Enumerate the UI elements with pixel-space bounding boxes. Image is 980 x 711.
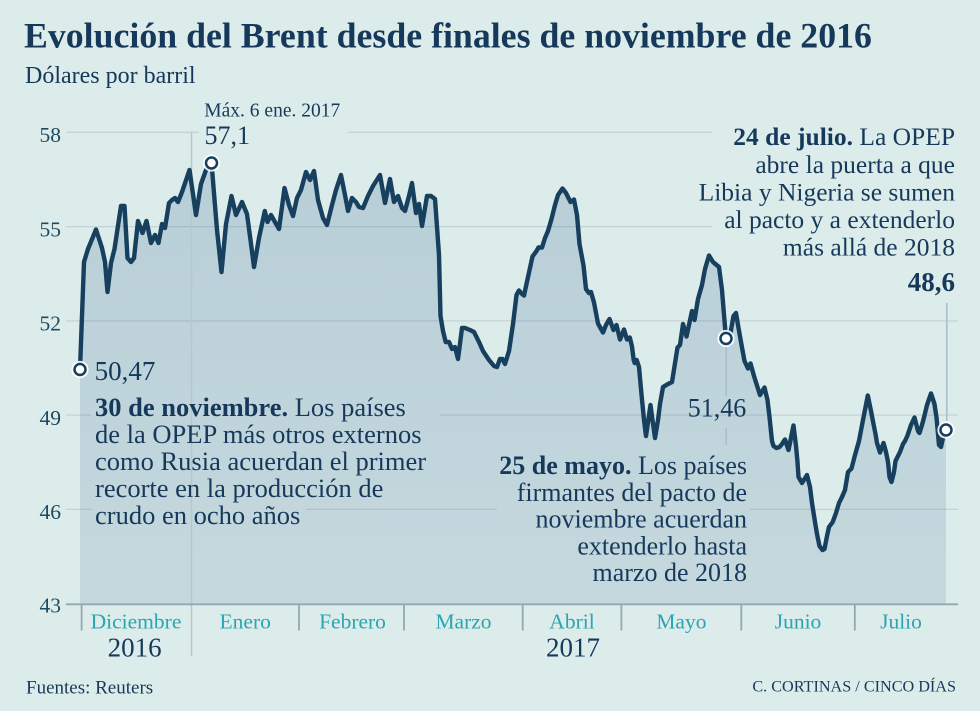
svg-text:43: 43: [40, 594, 62, 618]
svg-text:Enero: Enero: [220, 610, 271, 634]
svg-text:25 de mayo. Los países: 25 de mayo. Los países: [499, 451, 747, 480]
svg-text:Diciembre: Diciembre: [91, 610, 182, 634]
svg-text:Abril: Abril: [549, 610, 594, 634]
svg-text:más allá de 2018: más allá de 2018: [783, 233, 955, 262]
svg-text:de la OPEP más otros externos: de la OPEP más otros externos: [95, 419, 422, 449]
svg-text:30 de noviembre. Los países: 30 de noviembre. Los países: [95, 392, 406, 422]
svg-text:abre la puerta a que: abre la puerta a que: [755, 150, 955, 179]
svg-text:52: 52: [40, 312, 62, 336]
svg-text:Dólares por barril: Dólares por barril: [25, 63, 196, 89]
svg-text:50,47: 50,47: [95, 356, 156, 386]
svg-text:Máx. 6 ene. 2017: Máx. 6 ene. 2017: [204, 101, 340, 122]
svg-text:Libia y Nigeria se sumen: Libia y Nigeria se sumen: [699, 178, 956, 207]
svg-text:51,46: 51,46: [688, 393, 747, 422]
svg-text:crudo en ocho años: crudo en ocho años: [95, 500, 300, 530]
svg-text:Evolución del Brent desde fina: Evolución del Brent desde finales de nov…: [24, 16, 872, 56]
svg-text:firmantes del pacto de: firmantes del pacto de: [517, 478, 747, 507]
svg-text:55: 55: [40, 217, 62, 241]
svg-text:46: 46: [40, 500, 62, 524]
svg-text:marzo de 2018: marzo de 2018: [592, 558, 747, 587]
svg-text:58: 58: [40, 123, 62, 147]
svg-text:2017: 2017: [546, 633, 600, 663]
svg-text:2016: 2016: [108, 633, 162, 663]
svg-text:49: 49: [40, 406, 62, 430]
svg-text:extenderlo hasta: extenderlo hasta: [577, 531, 747, 560]
svg-text:Junio: Junio: [775, 610, 822, 634]
svg-text:C. CORTINAS / CINCO DÍAS: C. CORTINAS / CINCO DÍAS: [752, 677, 956, 696]
svg-text:al pacto y a extenderlo: al pacto y a extenderlo: [724, 205, 955, 234]
svg-text:Mayo: Mayo: [656, 610, 706, 634]
svg-text:recorte en la producción de: recorte en la producción de: [95, 473, 383, 503]
svg-text:57,1: 57,1: [205, 121, 251, 150]
svg-text:Julio: Julio: [880, 610, 922, 634]
svg-text:Febrero: Febrero: [319, 610, 386, 634]
svg-text:Fuentes: Reuters: Fuentes: Reuters: [26, 678, 153, 699]
svg-text:48,6: 48,6: [908, 267, 955, 297]
svg-text:Marzo: Marzo: [435, 610, 491, 634]
svg-text:24 de julio. La OPEP: 24 de julio. La OPEP: [733, 122, 955, 151]
svg-text:noviembre acuerdan: noviembre acuerdan: [535, 505, 747, 534]
svg-text:como Rusia acuerdan el primer: como Rusia acuerdan el primer: [95, 446, 426, 476]
